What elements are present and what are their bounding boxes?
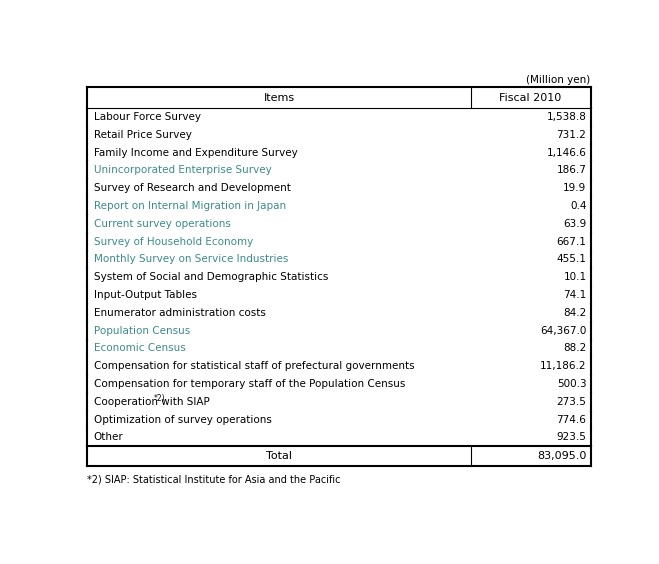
Text: Report on Internal Migration in Japan: Report on Internal Migration in Japan bbox=[94, 201, 286, 211]
Text: *2): *2) bbox=[154, 394, 165, 403]
Text: 273.5: 273.5 bbox=[557, 397, 587, 407]
Text: 11,186.2: 11,186.2 bbox=[540, 362, 587, 371]
Text: 731.2: 731.2 bbox=[557, 130, 587, 140]
Text: 83,095.0: 83,095.0 bbox=[537, 451, 587, 461]
Text: Compensation for temporary staff of the Population Census: Compensation for temporary staff of the … bbox=[94, 379, 405, 389]
Text: Unincorporated Enterprise Survey: Unincorporated Enterprise Survey bbox=[94, 165, 272, 175]
Text: Compensation for statistical staff of prefectural governments: Compensation for statistical staff of pr… bbox=[94, 362, 415, 371]
Text: Monthly Survey on Service Industries: Monthly Survey on Service Industries bbox=[94, 254, 288, 265]
Text: (Million yen): (Million yen) bbox=[527, 75, 590, 85]
Text: Cooperation with SIAP: Cooperation with SIAP bbox=[94, 397, 210, 407]
Text: Economic Census: Economic Census bbox=[94, 343, 185, 354]
Text: 667.1: 667.1 bbox=[557, 237, 587, 246]
Text: *2) SIAP: Statistical Institute for Asia and the Pacific: *2) SIAP: Statistical Institute for Asia… bbox=[88, 474, 341, 484]
Text: 0.4: 0.4 bbox=[570, 201, 587, 211]
Text: Optimization of survey operations: Optimization of survey operations bbox=[94, 415, 272, 425]
Text: System of Social and Demographic Statistics: System of Social and Demographic Statist… bbox=[94, 272, 328, 282]
Text: Survey of Household Economy: Survey of Household Economy bbox=[94, 237, 253, 246]
Text: 923.5: 923.5 bbox=[557, 433, 587, 443]
Text: 63.9: 63.9 bbox=[563, 219, 587, 229]
Text: Input-Output Tables: Input-Output Tables bbox=[94, 290, 196, 300]
Text: 455.1: 455.1 bbox=[557, 254, 587, 265]
Text: 500.3: 500.3 bbox=[557, 379, 587, 389]
Text: Labour Force Survey: Labour Force Survey bbox=[94, 112, 200, 122]
Text: Current survey operations: Current survey operations bbox=[94, 219, 231, 229]
Text: 10.1: 10.1 bbox=[563, 272, 587, 282]
Text: 84.2: 84.2 bbox=[563, 308, 587, 318]
Text: Enumerator administration costs: Enumerator administration costs bbox=[94, 308, 266, 318]
Text: 1,538.8: 1,538.8 bbox=[546, 112, 587, 122]
Text: Total: Total bbox=[266, 451, 292, 461]
Text: Retail Price Survey: Retail Price Survey bbox=[94, 130, 192, 140]
Text: Items: Items bbox=[264, 92, 295, 103]
Text: Population Census: Population Census bbox=[94, 325, 190, 336]
Text: 74.1: 74.1 bbox=[563, 290, 587, 300]
Text: 774.6: 774.6 bbox=[557, 415, 587, 425]
Text: 64,367.0: 64,367.0 bbox=[540, 325, 587, 336]
Text: 186.7: 186.7 bbox=[557, 165, 587, 175]
Text: 19.9: 19.9 bbox=[563, 183, 587, 193]
Text: Fiscal 2010: Fiscal 2010 bbox=[500, 92, 561, 103]
Text: Survey of Research and Development: Survey of Research and Development bbox=[94, 183, 291, 193]
Text: 88.2: 88.2 bbox=[563, 343, 587, 354]
Text: Other: Other bbox=[94, 433, 123, 443]
Text: 1,146.6: 1,146.6 bbox=[546, 148, 587, 157]
Text: Family Income and Expenditure Survey: Family Income and Expenditure Survey bbox=[94, 148, 297, 157]
